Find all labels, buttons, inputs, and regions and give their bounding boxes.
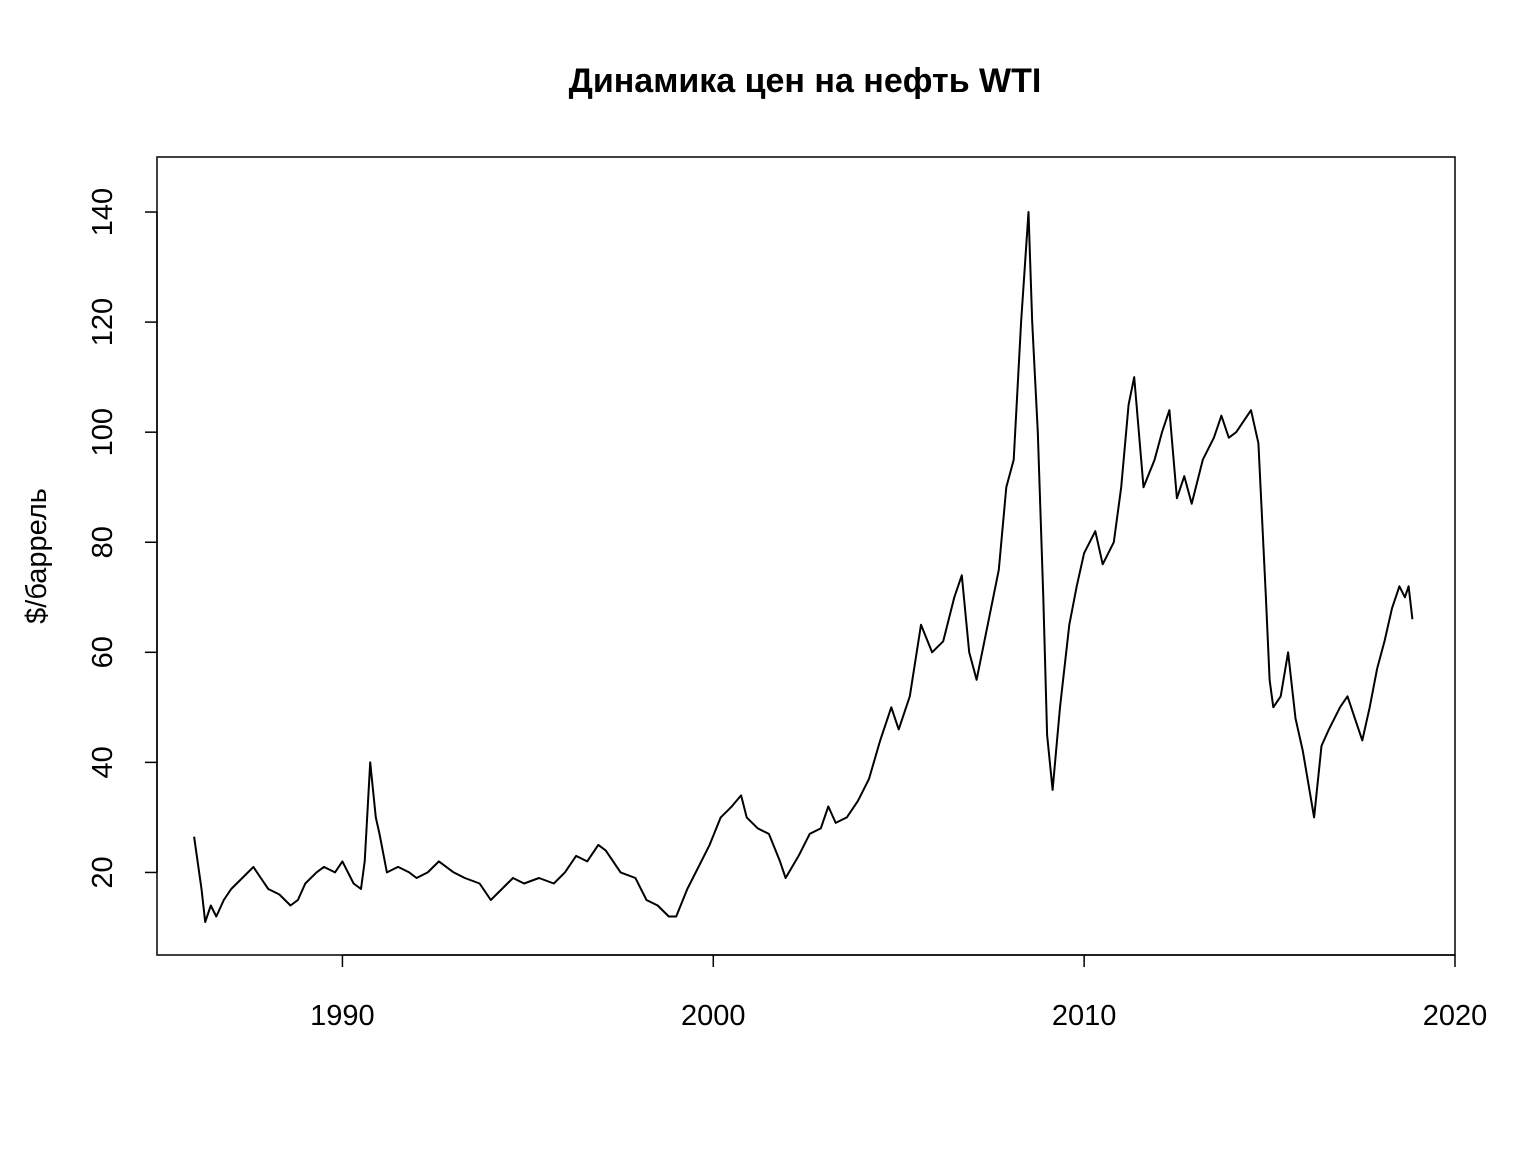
x-tick-label: 2010 — [1052, 1000, 1117, 1032]
y-tick-label: 120 — [87, 298, 119, 346]
plot-frame — [156, 156, 1456, 956]
chart-title: Динамика цен на нефть WTI — [569, 62, 1042, 100]
x-tick-label: 2020 — [1423, 1000, 1488, 1032]
y-tick-label: 40 — [87, 746, 119, 778]
y-tick-label: 140 — [87, 188, 119, 236]
y-axis-label: $/баррель — [21, 488, 53, 624]
y-tick-label: 100 — [87, 408, 119, 456]
x-tick-label: 1990 — [310, 1000, 375, 1032]
y-tick-label: 20 — [87, 856, 119, 888]
x-tick-label: 2000 — [681, 1000, 746, 1032]
y-tick-label: 80 — [87, 526, 119, 558]
x-axis: 1990 2000 2010 2020 — [310, 954, 1488, 1032]
series-line-wti-price — [193, 211, 1414, 923]
y-tick-label: 60 — [87, 636, 119, 668]
y-axis: 20 40 60 80 100 120 140 — [87, 188, 158, 889]
